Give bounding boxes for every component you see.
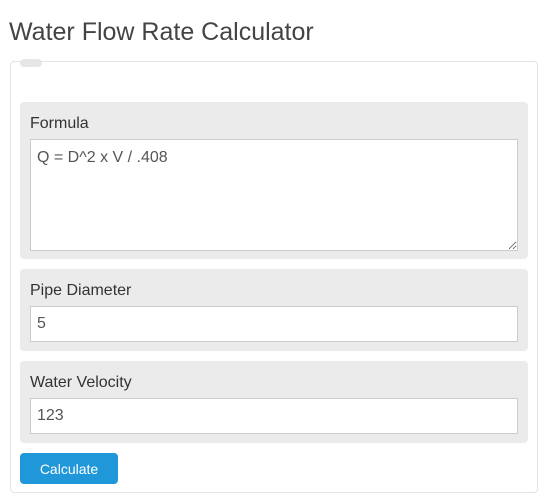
formula-group: Formula Q = D^2 x V / .408	[20, 102, 528, 259]
page-title: Water Flow Rate Calculator	[9, 18, 314, 46]
calculate-button[interactable]: Calculate	[20, 453, 118, 484]
water-velocity-input[interactable]	[30, 398, 518, 434]
calculator-card: Formula Q = D^2 x V / .408 Pipe Diameter…	[10, 59, 538, 493]
pipe-diameter-label: Pipe Diameter	[30, 282, 132, 299]
pipe-diameter-group: Pipe Diameter	[20, 269, 528, 351]
water-velocity-label: Water Velocity	[30, 374, 132, 391]
card-tab-handle	[20, 59, 42, 67]
formula-textarea[interactable]: Q = D^2 x V / .408	[30, 139, 518, 251]
formula-label: Formula	[30, 115, 89, 132]
pipe-diameter-input[interactable]	[30, 306, 518, 342]
water-velocity-group: Water Velocity	[20, 361, 528, 443]
